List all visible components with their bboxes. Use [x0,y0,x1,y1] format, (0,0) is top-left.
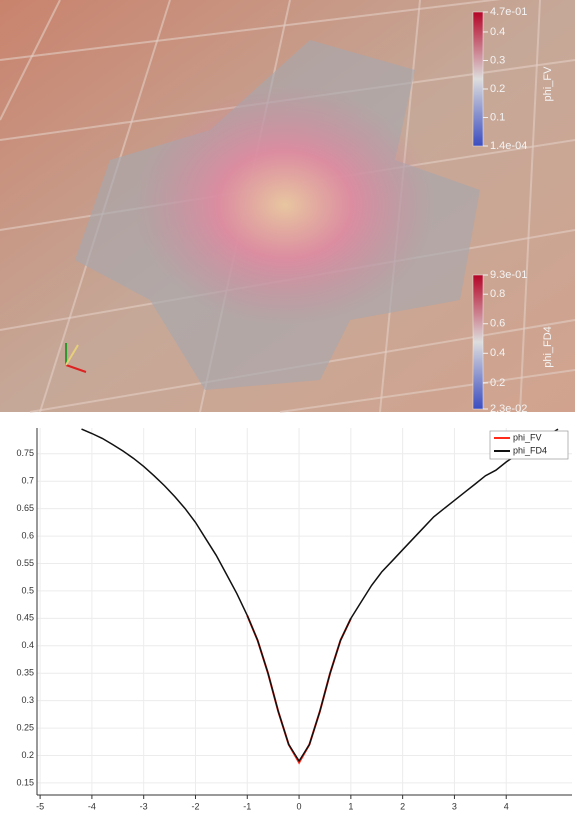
x-tick-label: -2 [191,801,199,811]
x-tick-label: 2 [400,801,405,811]
y-tick-label: 0.7 [21,476,34,486]
y-tick-label: 0.25 [16,722,34,732]
colorbar-label: 9.3e-01 [490,269,527,281]
legend-box [489,430,569,460]
y-tick-label: 0.75 [16,448,34,458]
colorbar-title: phi_FD4 [542,326,554,368]
x-tick-label: -3 [140,801,148,811]
colorbar [472,274,484,410]
y-tick-label: 0.55 [16,558,34,568]
colorbar-title: phi_FV [542,66,554,102]
colorbar-label: 4.7e-01 [490,6,527,18]
x-tick-label: -1 [243,801,251,811]
x-tick-label: -4 [88,801,96,811]
colorbar [472,11,484,147]
colorbar-label: 0.4 [490,26,505,38]
series-line [81,428,559,763]
colorbar-label: 0.4 [490,347,505,359]
colorbars: 4.7e-01 0.4 0.3 0.2 0.1 1.4e-04 phi_FV 9.3e-01 0… [472,6,554,415]
y-tick-label: 0.6 [21,530,34,540]
colorbar-label: 0.8 [490,288,505,300]
colorbar-label: 0.2 [490,83,505,95]
y-tick-label: 0.15 [16,777,34,787]
y-tick-label: 0.35 [16,668,34,678]
y-tick-label: 0.4 [21,640,34,650]
colorbar-label: 0.2 [490,377,505,389]
y-tick-label: 0.45 [16,613,34,623]
colorbar-label: 0.3 [490,54,505,66]
y-tick-label: 0.65 [16,503,34,513]
x-tick-label: 3 [452,801,457,811]
legend-label: phi_FD4 [513,445,547,455]
x-tick-label: 0 [297,801,302,811]
y-tick-label: 0.2 [21,750,34,760]
y-tick-label: 0.5 [21,585,34,595]
x-tick-label: -5 [36,801,44,811]
colorbar-label: 0.6 [490,318,505,330]
legend-label: phi_FV [513,432,542,442]
render-view [0,0,575,413]
colorbar-label: 1.4e-04 [490,140,527,152]
y-tick-label: 0.3 [21,695,34,705]
x-tick-label: 4 [504,801,509,811]
orientation-axes [65,343,87,373]
x-tick-label: 1 [348,801,353,811]
colorbar-label: 2.3e-02 [490,403,527,415]
colorbar-label: 0.1 [490,111,505,123]
center-glow [135,85,435,325]
line-chart: 0.15 0.2 0.25 0.3 0.35 0.4 0.45 0.5 0.55 0.6 0.65 0… [0,418,575,818]
